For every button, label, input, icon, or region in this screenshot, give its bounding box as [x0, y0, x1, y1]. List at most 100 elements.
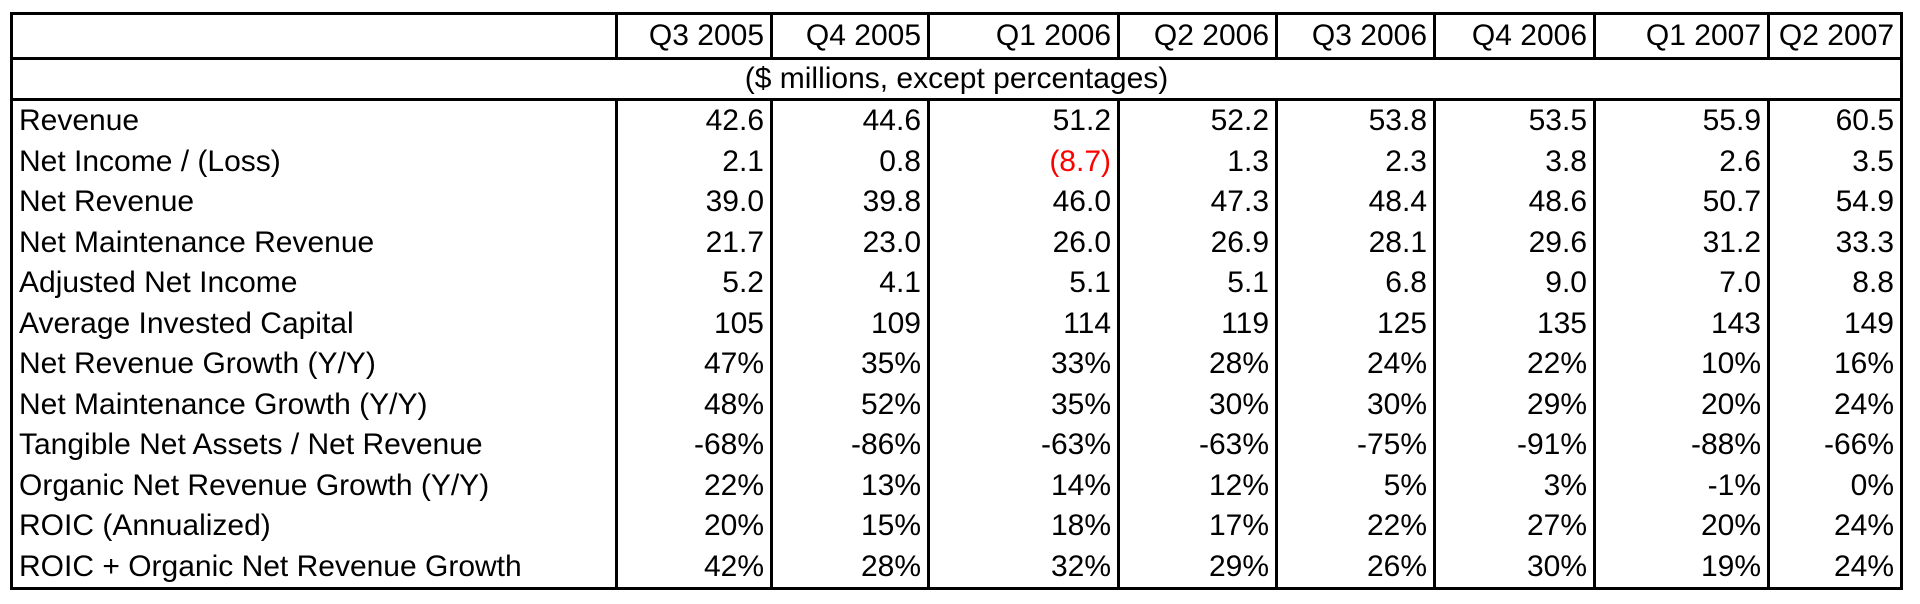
- table-cell: 17%: [1117, 506, 1278, 547]
- table-row: Net Revenue Growth (Y/Y) 47% 35% 33% 28% 24% 2…: [10, 344, 1903, 385]
- table-row: Adjusted Net Income 5.2 4.1 5.1 5.1 6.8 9.0 7.0…: [10, 263, 1903, 304]
- table-cell: 52.2: [1117, 98, 1278, 142]
- table-body: Revenue 42.6 44.6 51.2 52.2 53.8 53.5 55.9 60.5 N…: [10, 98, 1903, 590]
- table-cell: 109: [770, 303, 930, 344]
- col-header: Q2 2007: [1767, 12, 1903, 60]
- table-cell: 47%: [615, 344, 773, 385]
- table-cell: 24%: [1767, 546, 1903, 590]
- financial-metrics-table: Q3 2005 Q4 2005 Q1 2006 Q2 2006 Q3 2006 …: [10, 12, 1903, 590]
- table-row: Average Invested Capital 105 109 114 119 125 1…: [10, 303, 1903, 344]
- table-cell: 20%: [1593, 384, 1770, 425]
- table-cell: 4.1: [770, 263, 930, 304]
- row-label: Net Income / (Loss): [10, 141, 618, 182]
- table-cell: 15%: [770, 506, 930, 547]
- row-label: Net Maintenance Revenue: [10, 222, 618, 263]
- units-note: ($ millions, except percentages): [10, 57, 1903, 101]
- col-header: Q2 2006: [1117, 12, 1278, 60]
- table-cell: 22%: [1275, 506, 1436, 547]
- table-cell: 0%: [1767, 465, 1903, 506]
- row-label: Adjusted Net Income: [10, 263, 618, 304]
- table-cell: 48%: [615, 384, 773, 425]
- table-cell: -66%: [1767, 425, 1903, 466]
- table-cell: 29.6: [1433, 222, 1596, 263]
- table-row: Net Maintenance Growth (Y/Y) 48% 52% 35% 30%…: [10, 384, 1903, 425]
- table-cell: 50.7: [1593, 182, 1770, 223]
- table-cell: 35%: [770, 344, 930, 385]
- table-cell: 3.8: [1433, 141, 1596, 182]
- col-header: Q4 2005: [770, 12, 930, 60]
- table-cell: 53.5: [1433, 98, 1596, 142]
- table-cell: 48.4: [1275, 182, 1436, 223]
- financial-table-container: Q3 2005 Q4 2005 Q1 2006 Q2 2006 Q3 2006 …: [10, 12, 1903, 590]
- table-cell: 24%: [1767, 384, 1903, 425]
- table-cell: 19%: [1593, 546, 1770, 590]
- table-cell: 60.5: [1767, 98, 1903, 142]
- table-cell: 30%: [1433, 546, 1596, 590]
- col-header: Q3 2006: [1275, 12, 1436, 60]
- table-cell: 0.8: [770, 141, 930, 182]
- table-cell: 28.1: [1275, 222, 1436, 263]
- table-cell: -91%: [1433, 425, 1596, 466]
- table-cell: 42.6: [615, 98, 773, 142]
- table-cell: 24%: [1275, 344, 1436, 385]
- table-cell: 55.9: [1593, 98, 1770, 142]
- table-cell: 149: [1767, 303, 1903, 344]
- table-cell: -68%: [615, 425, 773, 466]
- table-cell: -75%: [1275, 425, 1436, 466]
- table-cell: -86%: [770, 425, 930, 466]
- table-cell: -63%: [927, 425, 1120, 466]
- table-cell: 3.5: [1767, 141, 1903, 182]
- table-row: ROIC + Organic Net Revenue Growth 42% 28% 3…: [10, 546, 1903, 590]
- table-cell: 29%: [1433, 384, 1596, 425]
- table-row: Revenue 42.6 44.6 51.2 52.2 53.8 53.5 55.9 60.5: [10, 98, 1903, 142]
- table-cell: 30%: [1117, 384, 1278, 425]
- row-label: ROIC + Organic Net Revenue Growth: [10, 546, 618, 590]
- table-cell: 31.2: [1593, 222, 1770, 263]
- row-label: Net Revenue: [10, 182, 618, 223]
- row-label: Revenue: [10, 98, 618, 142]
- table-cell: 8.8: [1767, 263, 1903, 304]
- table-cell: 143: [1593, 303, 1770, 344]
- table-cell: 20%: [1593, 506, 1770, 547]
- table-cell: 5%: [1275, 465, 1436, 506]
- table-cell: 39.0: [615, 182, 773, 223]
- table-row: Net Income / (Loss) 2.1 0.8 (8.7) 1.3 2.3 3.8 2…: [10, 141, 1903, 182]
- table-cell: 1.3: [1117, 141, 1278, 182]
- table-cell: 47.3: [1117, 182, 1278, 223]
- col-header: Q1 2007: [1593, 12, 1770, 60]
- row-label: ROIC (Annualized): [10, 506, 618, 547]
- table-cell: 53.8: [1275, 98, 1436, 142]
- table-cell: 13%: [770, 465, 930, 506]
- row-label: Average Invested Capital: [10, 303, 618, 344]
- table-cell: 51.2: [927, 98, 1120, 142]
- table-cell: 28%: [770, 546, 930, 590]
- table-cell: 22%: [1433, 344, 1596, 385]
- col-header: Q1 2006: [927, 12, 1120, 60]
- table-cell: 18%: [927, 506, 1120, 547]
- table-cell: 105: [615, 303, 773, 344]
- table-cell: 5.1: [927, 263, 1120, 304]
- table-cell: 48.6: [1433, 182, 1596, 223]
- table-cell: 27%: [1433, 506, 1596, 547]
- table-cell: 5.2: [615, 263, 773, 304]
- col-header: Q4 2006: [1433, 12, 1596, 60]
- table-cell: 26.9: [1117, 222, 1278, 263]
- table-cell: 119: [1117, 303, 1278, 344]
- table-cell: 135: [1433, 303, 1596, 344]
- table-cell: 33%: [927, 344, 1120, 385]
- table-cell: (8.7): [927, 141, 1120, 182]
- table-cell: 114: [927, 303, 1120, 344]
- table-cell: 39.8: [770, 182, 930, 223]
- table-cell: 44.6: [770, 98, 930, 142]
- table-cell: 46.0: [927, 182, 1120, 223]
- table-cell: 26.0: [927, 222, 1120, 263]
- table-cell: 2.6: [1593, 141, 1770, 182]
- table-row: Net Maintenance Revenue 21.7 23.0 26.0 26.9 2…: [10, 222, 1903, 263]
- table-row: ROIC (Annualized) 20% 15% 18% 17% 22% 27% 20% 24…: [10, 506, 1903, 547]
- table-cell: -1%: [1593, 465, 1770, 506]
- table-cell: 21.7: [615, 222, 773, 263]
- row-label: Net Revenue Growth (Y/Y): [10, 344, 618, 385]
- table-row: Net Revenue 39.0 39.8 46.0 47.3 48.4 48.6 50.7 5…: [10, 182, 1903, 223]
- table-cell: 22%: [615, 465, 773, 506]
- table-cell: 3%: [1433, 465, 1596, 506]
